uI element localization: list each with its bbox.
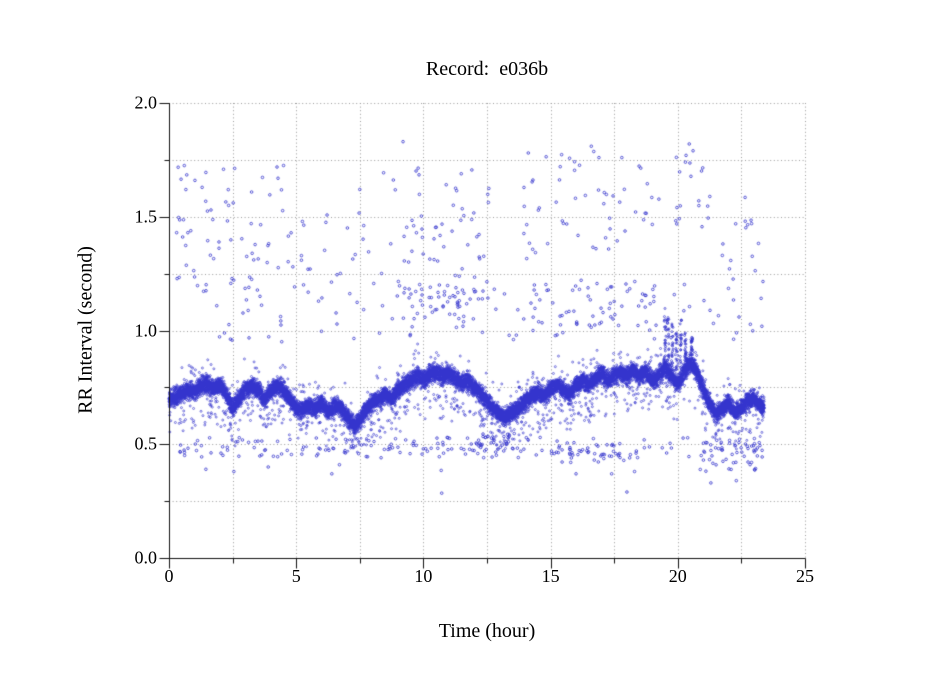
x-tick-label: 15 bbox=[541, 566, 560, 586]
y-tick-label: 1.5 bbox=[134, 206, 158, 227]
y-tick-label: 1.0 bbox=[134, 320, 158, 340]
x-tick-label: 20 bbox=[668, 566, 687, 586]
x-tick-label: 5 bbox=[291, 566, 301, 586]
y-axis-title: RR Interval (second) bbox=[74, 246, 97, 414]
y-tick-label: 0.5 bbox=[134, 433, 158, 454]
chart-title: Record: e036b bbox=[425, 58, 549, 80]
y-tick-label: 0.0 bbox=[134, 547, 158, 568]
x-tick-label: 25 bbox=[796, 566, 814, 586]
x-tick-label: 0 bbox=[164, 566, 174, 586]
y-tick-label: 2.0 bbox=[134, 92, 158, 113]
x-tick-label: 10 bbox=[414, 566, 433, 586]
x-axis-title: Time (hour) bbox=[438, 620, 536, 642]
